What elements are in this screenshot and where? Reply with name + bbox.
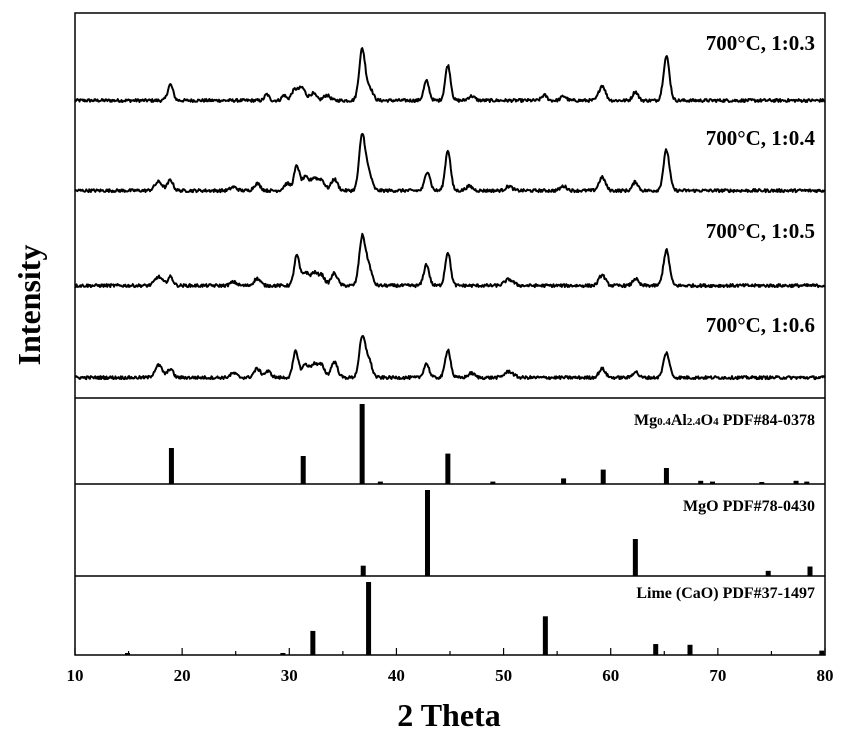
reference-peak: [425, 490, 430, 576]
x-tick-label: 70: [709, 666, 726, 685]
reference-peak: [632, 539, 638, 576]
y-axis-title: Intensity: [11, 245, 47, 366]
curve-label-3: 700°C, 1:0.5: [706, 219, 815, 243]
reference-peak: [445, 453, 451, 484]
reference-peak: [168, 448, 174, 484]
reference-peak: [366, 582, 372, 655]
reference-peak: [359, 404, 365, 484]
xrd-curve-4: [74, 335, 826, 381]
reference-peak: [759, 482, 765, 484]
reference-peak: [765, 570, 771, 576]
reference-peak: [125, 653, 130, 655]
reference-labels: Mg0.4Al2.4O4 PDF#84-0378 MgO PDF#78-0430 L…: [634, 412, 815, 602]
reference-label-2: MgO PDF#78-0430: [683, 498, 815, 515]
curve-label-1: 700°C, 1:0.3: [706, 31, 815, 55]
reference-peak: [377, 481, 383, 484]
reference-lines: [125, 404, 825, 655]
reference-peak: [687, 644, 693, 655]
reference-peak: [600, 469, 606, 484]
curve-label-2: 700°C, 1:0.4: [706, 126, 816, 150]
xrd-curve-3: [74, 232, 826, 289]
reference-peak: [300, 456, 306, 484]
reference-peak: [360, 565, 366, 576]
reference-label-3: Lime (CaO) PDF#37-1497: [636, 585, 815, 602]
xrd-curves: [74, 47, 826, 381]
reference-peak: [819, 650, 825, 655]
reference-peak: [310, 630, 316, 655]
x-tick-label: 40: [388, 666, 405, 685]
xrd-curve-2: [74, 132, 826, 194]
reference-peak: [542, 616, 548, 655]
reference-peak: [807, 566, 813, 576]
reference-peak: [561, 478, 567, 484]
reference-peak: [490, 481, 496, 484]
reference-peak: [653, 644, 659, 655]
curve-labels: 700°C, 1:0.3 700°C, 1:0.4 700°C, 1:0.5 700°…: [706, 31, 816, 337]
x-axis-title: 2 Theta: [397, 697, 500, 733]
x-tick-label: 30: [281, 666, 298, 685]
xrd-curve-1: [74, 47, 826, 103]
x-tick-label: 80: [817, 666, 834, 685]
reference-peak: [663, 468, 669, 484]
x-axis-ticks: 10 20 30 40 50 60 70 80: [67, 648, 834, 685]
reference-peak: [793, 480, 799, 484]
x-tick-label: 10: [67, 666, 84, 685]
x-tick-label: 20: [174, 666, 191, 685]
reference-label-1: Mg0.4Al2.4O4 PDF#84-0378: [634, 412, 815, 429]
reference-peak: [710, 481, 715, 484]
curve-label-4: 700°C, 1:0.6: [706, 313, 815, 337]
x-tick-label: 50: [495, 666, 512, 685]
reference-peak: [698, 480, 704, 484]
reference-peak: [280, 653, 286, 655]
x-tick-label: 60: [602, 666, 619, 685]
reference-peak: [804, 481, 810, 484]
